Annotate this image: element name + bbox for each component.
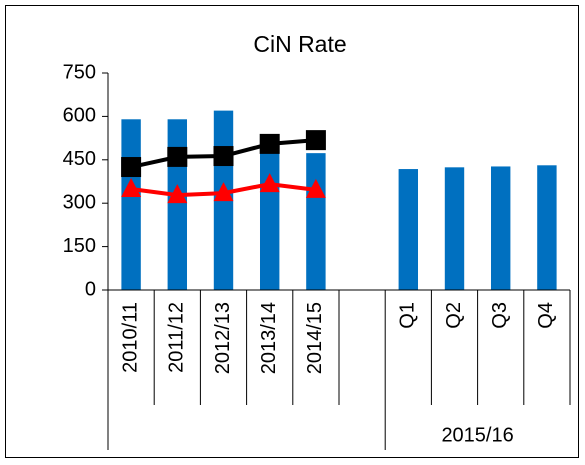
bar [490, 166, 511, 290]
y-tick-label: 750 [63, 61, 96, 83]
bar [306, 153, 326, 290]
y-tick-label: 450 [63, 148, 96, 170]
marker [213, 146, 234, 167]
y-tick-label: 150 [63, 235, 96, 257]
x-tick-label: Q3 [489, 302, 511, 329]
chart-title: CiN Rate [253, 31, 346, 57]
group-label: 2015/16 [441, 424, 513, 446]
marker [121, 178, 142, 198]
bar [121, 119, 141, 290]
x-tick-label: Q4 [535, 302, 557, 329]
bar [167, 119, 188, 290]
marker [259, 173, 280, 193]
y-tick-label: 300 [63, 191, 96, 213]
bar [444, 167, 465, 290]
x-tick-label: 2012/13 [212, 302, 234, 374]
chart-frame [5, 5, 579, 458]
y-tick-label: 0 [85, 278, 96, 300]
marker [259, 133, 280, 154]
marker [213, 182, 234, 202]
x-tick-label: Q1 [397, 302, 419, 329]
x-tick-label: Q2 [443, 302, 465, 329]
x-tick-label: 2013/14 [258, 302, 280, 374]
bar [537, 165, 557, 290]
marker [167, 184, 188, 204]
marker [167, 146, 188, 167]
x-tick-label: 2011/12 [166, 302, 188, 373]
bar [259, 151, 280, 290]
marker [121, 157, 142, 178]
y-tick-label: 600 [63, 105, 96, 127]
marker [305, 130, 326, 151]
x-tick-label: 2014/15 [304, 302, 326, 374]
marker [305, 178, 326, 198]
x-tick-label: 2010/11 [119, 302, 141, 373]
bar [398, 169, 419, 290]
